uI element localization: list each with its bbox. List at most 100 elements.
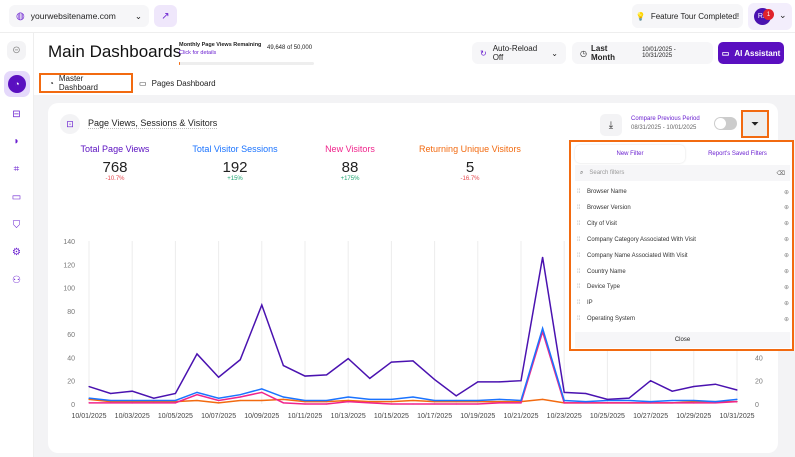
filter-item[interactable]: ⁞⁞ IP ⊕ — [577, 295, 789, 311]
site-selector[interactable]: ◍ yourwebsitename.com ⌄ — [9, 5, 149, 27]
filter-item-label: Browser Name — [587, 189, 627, 195]
export-button[interactable]: ⤓ — [600, 114, 622, 136]
tab-pages-dashboard[interactable]: ▭ Pages Dashboard — [131, 73, 224, 93]
external-link-button[interactable]: ↗ — [154, 5, 177, 27]
chevron-down-icon: ⌄ — [134, 10, 142, 21]
eraser-icon[interactable]: ⌫ — [776, 170, 785, 177]
drag-handle-icon[interactable]: ⁞⁞ — [577, 268, 581, 275]
data-point — [88, 402, 90, 404]
data-point — [477, 401, 479, 403]
sidebar-item-dashboard[interactable]: ◔ — [4, 71, 30, 97]
data-point — [714, 383, 717, 385]
filter-item[interactable]: ⁞⁞ Country Name ⊕ — [577, 264, 789, 280]
data-point — [477, 399, 479, 402]
chart-type-icon[interactable]: ⊡ — [60, 114, 80, 134]
kpi-label: Total Page Views — [80, 144, 150, 154]
search-filters-input[interactable]: ⌕ Search filters ⌫ — [575, 165, 790, 181]
data-point — [520, 402, 522, 404]
data-point — [736, 389, 738, 391]
filter-button[interactable]: ⏷ — [741, 110, 769, 138]
drag-handle-icon[interactable]: ⁞⁞ — [577, 220, 581, 227]
data-point — [304, 399, 306, 402]
chevron-down-icon[interactable]: ⌄ — [779, 10, 787, 20]
data-point — [390, 398, 392, 400]
auto-reload-dropdown[interactable]: ↻ Auto-Reload Off ⌄ — [472, 42, 566, 64]
data-point — [542, 256, 544, 258]
data-point — [196, 353, 198, 355]
x-tick-label: 10/25/2025 — [590, 413, 625, 420]
data-point — [412, 396, 414, 398]
quota-details-link[interactable]: Click for details — [179, 50, 217, 56]
x-tick-label: 10/31/2025 — [719, 413, 754, 420]
drag-handle-icon[interactable]: ⁞⁞ — [577, 252, 581, 259]
drag-handle-icon[interactable]: ⁞⁞ — [577, 316, 581, 323]
data-point — [563, 391, 565, 393]
data-point — [650, 380, 652, 382]
gear-icon[interactable]: ⚙ — [12, 247, 21, 258]
drag-handle-icon[interactable]: ⁞⁞ — [577, 284, 581, 291]
drag-handle-icon[interactable]: ⁞⁞ — [577, 236, 581, 243]
users-icon[interactable]: ⚇ — [12, 275, 21, 286]
y-tick-label: 100 — [63, 286, 75, 293]
filter-item-label: Browser Version — [587, 204, 631, 211]
filter-item[interactable]: ⁞⁞ Company Name Associated With Visit ⊕ — [577, 248, 789, 264]
collapse-sidebar-icon[interactable]: ⊝ — [7, 41, 26, 60]
drag-handle-icon[interactable]: ⁞⁞ — [577, 204, 581, 211]
kpi-0: Total Page Views 768 -10.7% — [55, 144, 175, 182]
chat-icon[interactable]: ▭ — [11, 192, 22, 203]
data-point — [693, 402, 695, 404]
compare-toggle[interactable] — [714, 117, 737, 130]
filter-item[interactable]: ⁞⁞ Device Type ⊕ — [577, 279, 789, 295]
data-point — [131, 399, 133, 402]
data-point — [282, 398, 284, 400]
data-point — [261, 388, 263, 390]
data-point — [390, 361, 392, 363]
tab-saved-filters[interactable]: Report's Saved Filters — [708, 151, 767, 157]
scan-icon[interactable]: ⌗ — [13, 164, 20, 175]
y-tick-label: 40 — [67, 355, 75, 362]
filter-item[interactable]: ⁞⁞ Browser Version ⊕ — [577, 200, 789, 216]
filter-item[interactable]: ⁞⁞ City of Visit ⊕ — [577, 216, 789, 232]
data-point — [239, 394, 241, 396]
data-point — [110, 399, 112, 402]
date-preset: Last Month — [590, 44, 615, 62]
data-point — [326, 374, 328, 376]
close-button[interactable]: Close — [575, 332, 790, 348]
drag-handle-icon[interactable]: ⁞⁞ — [577, 189, 581, 195]
date-range-picker[interactable]: ◷ Last Month 10/01/2025 - 10/31/2025 — [572, 42, 713, 64]
tab-new-filter[interactable]: New Filter — [575, 145, 685, 163]
clock-icon: ◷ — [580, 48, 587, 58]
data-point — [110, 401, 112, 403]
filter-item[interactable]: ⁞⁞ Browser Name ⊕ — [577, 184, 789, 200]
inbox-icon[interactable]: ⊟ — [12, 109, 21, 120]
site-name: yourwebsitename.com — [30, 11, 116, 21]
globe-icon: ◍ — [16, 10, 25, 22]
data-point — [498, 398, 500, 400]
filter-item[interactable]: ⁞⁞ Company Category Associated With Visi… — [577, 232, 789, 248]
data-point — [347, 399, 349, 402]
page-title: Main Dashboards — [48, 42, 182, 61]
x-tick-label: 10/27/2025 — [633, 413, 668, 420]
dashboard-icon: ◔ — [8, 75, 26, 93]
auto-reload-label: Auto-Reload Off — [492, 44, 538, 62]
kpi-delta: +175% — [340, 176, 360, 182]
ai-assistant-button[interactable]: ▭ AI Assistant — [718, 42, 784, 64]
chat-icon: ▭ — [721, 48, 730, 58]
data-point — [714, 401, 717, 403]
shield-icon[interactable]: ⛉ — [12, 220, 21, 231]
data-point — [606, 402, 609, 404]
pages-icon: ▭ — [139, 78, 147, 88]
y2-tick-label: 40 — [755, 355, 763, 362]
data-point — [390, 401, 392, 403]
data-point — [326, 399, 328, 402]
analytics-icon[interactable]: ◗ — [13, 136, 20, 147]
data-point — [498, 381, 500, 383]
tab-master-dashboard[interactable]: ◔ Master Dashboard — [39, 73, 133, 93]
filter-item-label: Company Category Associated With Visit — [587, 236, 696, 243]
feature-tour-button[interactable]: 💡 Feature Tour Completed! — [632, 4, 743, 28]
kpi-value: 768 — [102, 159, 128, 176]
drag-handle-icon[interactable]: ⁞⁞ — [577, 300, 581, 307]
data-point — [174, 399, 176, 402]
data-point — [326, 401, 328, 403]
filter-item[interactable]: ⁞⁞ Operating System ⊕ — [577, 311, 789, 327]
